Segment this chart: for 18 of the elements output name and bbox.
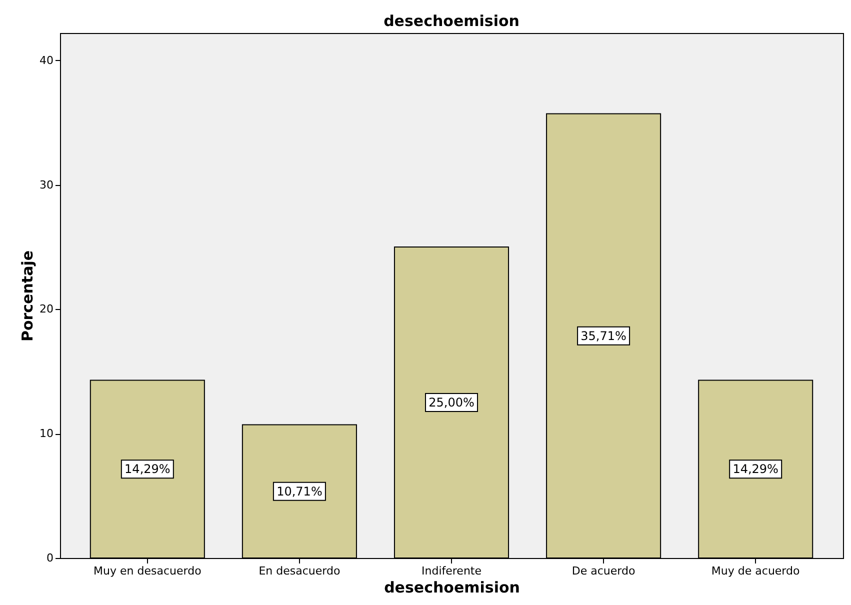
- y-tick-label: 20: [40, 302, 54, 316]
- data-label: 25,00%: [428, 395, 474, 410]
- data-label: 10,71%: [276, 484, 322, 498]
- x-tick-label: De acuerdo: [572, 564, 636, 578]
- data-label: 14,29%: [732, 462, 778, 476]
- x-tick-label: Muy en desacuerdo: [94, 564, 202, 578]
- data-label: 35,71%: [580, 328, 626, 343]
- y-tick-label: 0: [46, 552, 54, 564]
- y-tick-label: 40: [40, 54, 54, 67]
- x-tick-label: Indiferente: [422, 564, 482, 578]
- y-tick-label: 30: [40, 178, 54, 192]
- chart-title: desechoemision: [384, 12, 520, 30]
- y-axis-title: Porcentaje: [18, 250, 37, 342]
- data-label: 14,29%: [124, 462, 170, 476]
- x-tick-label: En desacuerdo: [258, 564, 340, 578]
- y-tick-label: 10: [40, 427, 54, 440]
- x-tick-label: Muy de acuerdo: [711, 564, 800, 578]
- x-axis-title: desechoemision: [384, 578, 520, 596]
